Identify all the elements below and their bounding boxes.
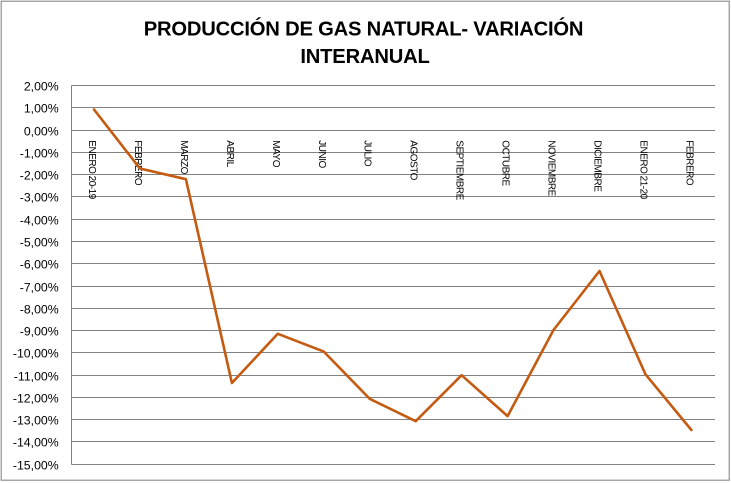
svg-text:-10,00%: -10,00% [13, 347, 59, 361]
svg-text:JUNIO: JUNIO [316, 140, 327, 168]
svg-text:-2,00%: -2,00% [20, 169, 59, 183]
svg-text:AGOSTO: AGOSTO [408, 140, 419, 180]
svg-text:-3,00%: -3,00% [20, 191, 59, 205]
svg-text:2,00%: 2,00% [24, 80, 59, 94]
svg-text:MAYO: MAYO [270, 140, 281, 167]
svg-text:INTERANUAL: INTERANUAL [300, 46, 429, 68]
svg-text:1,00%: 1,00% [24, 102, 59, 116]
svg-text:-12,00%: -12,00% [13, 392, 59, 406]
svg-text:SEPTIEMBRE: SEPTIEMBRE [454, 140, 465, 200]
svg-text:JULIO: JULIO [362, 140, 373, 167]
svg-text:-13,00%: -13,00% [13, 414, 59, 428]
svg-text:MARZO: MARZO [178, 140, 189, 174]
svg-text:FEBRERO: FEBRERO [132, 140, 143, 186]
svg-text:-8,00%: -8,00% [20, 303, 59, 317]
svg-text:ABRIL: ABRIL [224, 140, 235, 167]
svg-text:ENERO 20-19: ENERO 20-19 [86, 140, 97, 199]
svg-text:OCTUBRE: OCTUBRE [500, 140, 511, 186]
svg-text:PRODUCCIÓN DE GAS NATURAL- VAR: PRODUCCIÓN DE GAS NATURAL- VARIACIÓN [144, 17, 584, 41]
svg-text:-11,00%: -11,00% [14, 370, 59, 384]
svg-text:-5,00%: -5,00% [20, 236, 59, 250]
svg-text:-4,00%: -4,00% [20, 214, 59, 228]
svg-text:-9,00%: -9,00% [20, 325, 59, 339]
svg-text:DICIEMBRE: DICIEMBRE [592, 140, 603, 192]
svg-text:-7,00%: -7,00% [20, 281, 59, 295]
svg-text:-1,00%: -1,00% [20, 147, 59, 161]
svg-text:ENERO 21-20: ENERO 21-20 [637, 140, 648, 199]
svg-text:NOVIEMBRE: NOVIEMBRE [546, 140, 557, 196]
svg-text:-14,00%: -14,00% [13, 436, 59, 450]
svg-text:FEBRERO: FEBRERO [683, 140, 694, 186]
svg-text:-15,00%: -15,00% [13, 459, 59, 473]
svg-text:0,00%: 0,00% [24, 125, 59, 139]
svg-text:-6,00%: -6,00% [20, 258, 59, 272]
